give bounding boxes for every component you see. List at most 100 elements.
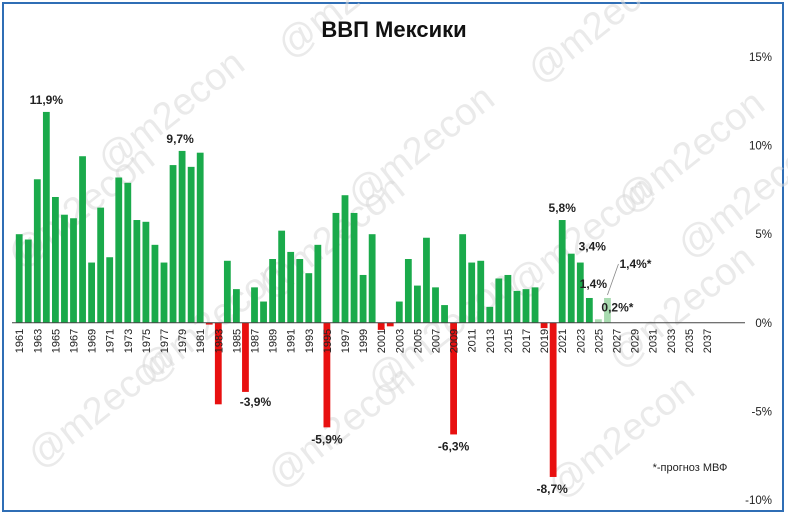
data-label-2009: -6,3% bbox=[438, 439, 470, 453]
bar-2025 bbox=[595, 319, 602, 323]
bar-2018 bbox=[531, 287, 539, 323]
data-label-2023: 3,4% bbox=[579, 240, 607, 254]
x-tick-label: 2007 bbox=[431, 329, 443, 353]
bar-1991 bbox=[287, 251, 295, 323]
x-tick-label: 2027 bbox=[612, 329, 624, 353]
x-tick-label: 1977 bbox=[159, 329, 171, 353]
y-tick-label: 5% bbox=[755, 229, 772, 241]
bar-1981 bbox=[196, 152, 204, 323]
bar-1982 bbox=[205, 322, 213, 325]
data-label-1986: -3,9% bbox=[240, 395, 272, 409]
bar-2008 bbox=[441, 305, 448, 323]
bar-2019 bbox=[540, 322, 548, 329]
data-label-2020: -8,7% bbox=[536, 482, 568, 496]
bar-1980 bbox=[187, 166, 195, 323]
bar-1996 bbox=[332, 212, 340, 323]
watermark-text: @m2econ bbox=[520, 0, 683, 92]
bar-1970 bbox=[97, 207, 105, 323]
bar-1994 bbox=[314, 244, 322, 323]
data-label-2026: 1,4%* bbox=[619, 257, 651, 271]
bar-1985 bbox=[233, 289, 240, 323]
data-label-1964: 11,9% bbox=[30, 93, 64, 107]
bar-1987 bbox=[251, 287, 258, 323]
data-labels: 11,9% 9,7% -3,9% -5,9% -6,3% -8,7% 5,8% 3,4% 1,4… bbox=[30, 93, 652, 496]
y-axis: 15% 10% 5% 0% -5% -10% bbox=[745, 52, 772, 507]
bar-1992 bbox=[296, 259, 304, 323]
bar-1967 bbox=[70, 218, 77, 323]
bar-1966 bbox=[61, 214, 68, 323]
watermark-text: @m2econ bbox=[20, 337, 183, 477]
bar-2013 bbox=[486, 306, 494, 323]
bar-1964 bbox=[42, 111, 50, 323]
bar-1973 bbox=[124, 182, 132, 323]
bar-2011 bbox=[468, 262, 476, 323]
chart-title: ВВП Мексики bbox=[321, 17, 466, 42]
bar-1969 bbox=[88, 262, 95, 323]
x-tick-label: 2001 bbox=[376, 329, 388, 353]
watermark-text: @m2econ bbox=[260, 357, 423, 497]
bar-1999 bbox=[359, 274, 367, 323]
bar-1993 bbox=[305, 273, 313, 323]
x-tick-label: 2011 bbox=[467, 329, 479, 353]
bar-1974 bbox=[133, 220, 141, 323]
bar-1976 bbox=[151, 244, 159, 323]
x-tick-label: 1985 bbox=[231, 329, 243, 353]
bar-1986 bbox=[242, 322, 249, 392]
x-tick-label: 1979 bbox=[177, 329, 189, 353]
x-tick-label: 2037 bbox=[702, 329, 714, 353]
y-tick-label: 10% bbox=[749, 141, 772, 153]
x-tick-label: 1967 bbox=[69, 329, 81, 353]
bar-2015 bbox=[504, 274, 512, 323]
x-tick-label: 1995 bbox=[322, 329, 334, 353]
bar-1989 bbox=[269, 259, 276, 323]
bar-2022 bbox=[567, 253, 575, 323]
bar-2005 bbox=[414, 285, 421, 323]
y-tick-label: 15% bbox=[749, 52, 772, 64]
bar-1972 bbox=[115, 177, 123, 323]
bar-1990 bbox=[278, 230, 286, 323]
bar-1984 bbox=[223, 260, 231, 323]
x-tick-label: 1973 bbox=[123, 329, 135, 353]
x-tick-label: 1987 bbox=[250, 329, 262, 353]
bar-2000 bbox=[368, 234, 376, 323]
data-label-2021: 5,8% bbox=[549, 201, 577, 215]
x-tick-label: 1981 bbox=[195, 329, 207, 353]
x-tick-label: 1971 bbox=[105, 329, 117, 353]
x-tick-label: 1989 bbox=[268, 329, 280, 353]
x-tick-label: 2015 bbox=[503, 329, 515, 353]
data-label-1979: 9,7% bbox=[166, 132, 194, 146]
forecast-note: *-прогноз МВФ bbox=[653, 462, 728, 474]
x-tick-label: 2005 bbox=[412, 329, 424, 353]
x-tick-label: 2035 bbox=[684, 329, 696, 353]
bar-2007 bbox=[432, 287, 439, 323]
bar-2024 bbox=[585, 297, 593, 323]
data-label-1995: -5,9% bbox=[311, 432, 343, 446]
x-axis: 1961 1963 1965 1967 1969 1971 1973 1975 1977 1979… bbox=[14, 329, 714, 353]
x-tick-label: 1965 bbox=[50, 329, 62, 353]
bar-2016 bbox=[513, 290, 521, 323]
bar-2009 bbox=[450, 322, 457, 435]
bar-1965 bbox=[52, 196, 59, 323]
bar-2003 bbox=[395, 301, 403, 323]
bar-1968 bbox=[79, 156, 86, 323]
bar-1995 bbox=[323, 322, 331, 428]
x-tick-label: 2009 bbox=[449, 329, 461, 353]
bar-2026 bbox=[604, 297, 611, 323]
y-tick-label: -10% bbox=[745, 495, 772, 507]
bar-1978 bbox=[169, 165, 177, 323]
x-tick-label: 1969 bbox=[87, 329, 99, 353]
bar-1979 bbox=[178, 150, 186, 323]
x-tick-label: 2021 bbox=[557, 329, 569, 353]
bar-2014 bbox=[495, 278, 503, 323]
x-tick-label: 1999 bbox=[358, 329, 370, 353]
bar-1971 bbox=[106, 257, 114, 323]
bar-1977 bbox=[160, 262, 168, 323]
x-tick-label: 2013 bbox=[485, 329, 497, 353]
bar-2010 bbox=[459, 234, 467, 323]
x-tick-label: 2031 bbox=[648, 329, 660, 353]
x-tick-label: 2029 bbox=[630, 329, 642, 353]
bar-1963 bbox=[33, 179, 41, 323]
y-tick-label: 0% bbox=[755, 318, 772, 330]
